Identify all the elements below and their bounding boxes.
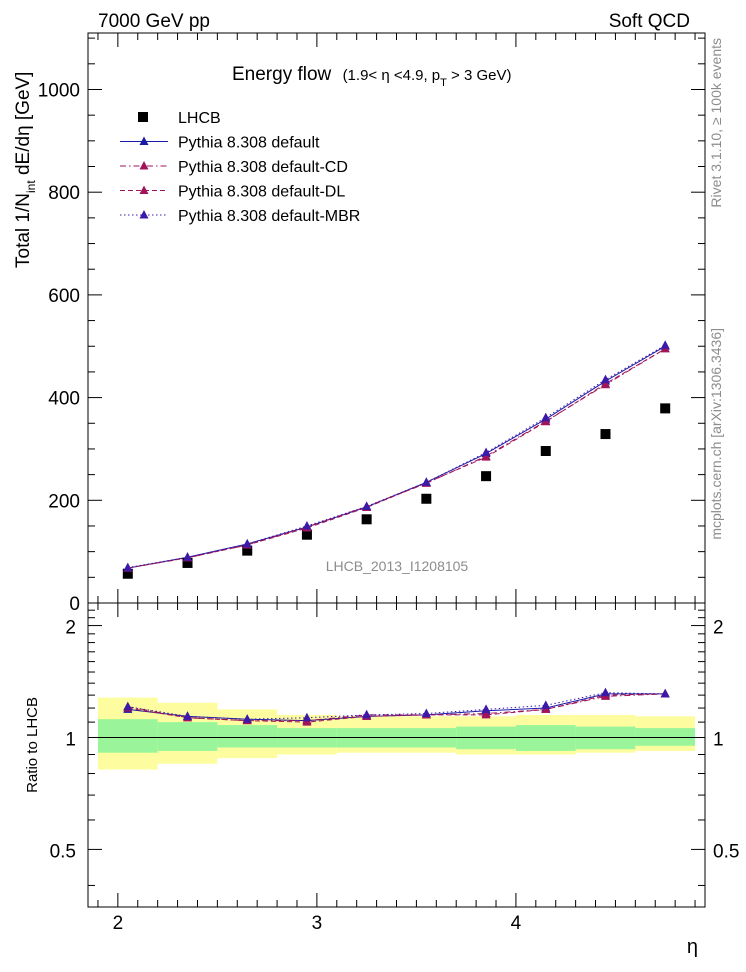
legend-label: LHCB [178,110,221,127]
y-tick-label: 1000 [38,80,80,101]
watermark: LHCB_2013_I1208105 [326,558,469,574]
ratio-data-point-triangle [660,688,670,698]
main-series-markers [122,340,671,579]
ratio-series-lines [127,692,666,723]
ratio-y-tick-label: 2 [65,618,76,639]
y-tick-label: 400 [48,389,80,410]
ratio-data-point-triangle [242,714,252,723]
ratio-series-line [127,693,666,722]
x-tick-label: 3 [312,913,323,934]
title-note-end: > 3 GeV) [447,67,512,84]
legend-label: Pythia 8.308 default-MBR [178,208,360,225]
ratio-y-tick-label-right: 0.5 [713,841,739,862]
ratio-data-point-triangle [600,687,610,697]
uncertainty-bands [97,697,696,770]
data-point-triangle [541,412,551,422]
data-point-square [242,545,253,556]
series-line [127,345,666,569]
band-green [157,722,218,751]
legend-label: Pythia 8.308 default [178,135,320,152]
data-point-triangle [421,477,431,486]
data-point-square [182,557,193,568]
legend: LHCB Pythia 8.308 default Pythia 8.308 def… [120,110,360,225]
data-point-triangle [600,374,610,384]
ratio-data-point-triangle [541,700,551,709]
main-series-lines [127,344,666,569]
data-point-triangle [302,520,312,530]
ratio-y-tick-label: 1 [65,729,76,750]
x-tick-label: 4 [511,913,522,934]
side-text-rivet: Rivet 3.1.10, ≥ 100k events [708,38,724,208]
main-x-axis [97,33,696,603]
ratio-y-axis: 0.5 0.5 1 1 2 2 [50,609,739,886]
band-green [217,725,278,748]
data-point-triangle [481,452,491,461]
data-point-triangle [123,562,133,572]
ratio-y-axis-label: Ratio to LHCB [24,697,41,793]
legend-label: Pythia 8.308 default-CD [178,159,348,176]
data-point-triangle [183,552,193,561]
y-tick-label: 600 [48,286,80,307]
title-note-sub: T [440,77,447,89]
ylabel-end: dE/dη [GeV] [13,72,34,181]
y-tick-label: 200 [48,491,80,512]
ratio-plot-panel: 0.5 0.5 1 1 2 2 2 3 4 Ratio to LHCB η [24,602,739,958]
ratio-data-point-triangle [302,712,312,722]
ratio-data-point-triangle [362,709,372,719]
ratio-data-point-triangle [481,709,491,719]
ratio-series-line [127,693,666,723]
data-point-square [600,429,611,440]
legend-marker-triangle [139,210,149,219]
ratio-y-tick-label-right: 2 [713,618,724,639]
series-line [127,348,666,569]
ratio-data-point-triangle [302,717,312,726]
band-green [635,728,696,746]
side-text-mcplots: mcplots.cern.ch [arXiv:1306.3436] [708,328,724,540]
x-axis-label: η [687,936,698,958]
data-point-triangle [242,538,252,548]
main-plot-panel: 0 200 400 600 800 1000 LHCB_2013_I1208105 Ene… [13,32,706,615]
legend-label: Pythia 8.308 default-DL [178,184,345,201]
legend-marker-triangle [139,185,149,194]
x-tick-label: 2 [113,913,124,934]
band-green [97,719,158,753]
ylabel-sub: int [24,180,38,193]
data-point-square [361,514,372,525]
ratio-x-axis: 2 3 4 [97,603,696,934]
legend-marker-triangle [139,161,149,170]
y-axis-label: Total 1/Nint dE/dη [GeV] [13,72,38,268]
ratio-data-point-triangle [481,704,491,713]
data-point-triangle [481,447,491,457]
y-tick-label: 800 [48,183,80,204]
data-point-triangle [660,340,670,349]
ratio-series-markers [123,687,670,726]
ratio-y-tick-label-right: 1 [713,729,724,750]
ylabel-main: Total 1/N [13,193,34,268]
header-left: 7000 GeV pp [98,11,210,32]
data-point-square [301,529,312,540]
series-line [127,344,666,569]
ratio-data-point-triangle [421,708,431,718]
header-right: Soft QCD [609,11,690,32]
title-note: (1.9< η <4.9, p [343,67,441,84]
series-line [127,348,666,569]
data-point-triangle [362,501,372,510]
title-main: Energy flow [232,64,332,85]
ratio-data-point-triangle [123,701,133,711]
band-green [515,725,576,751]
y-tick-label: 0 [69,594,80,615]
main-y-axis: 0 200 400 600 800 1000 [38,37,705,615]
data-point-square [421,493,432,504]
data-point-square [481,471,492,482]
ratio-y-tick-label: 0.5 [50,841,76,862]
data-point-square [540,446,551,456]
data-point-square [660,403,671,414]
plot-title: Energy flow (1.9< η <4.9, pT > 3 GeV) [232,64,512,89]
ratio-data-point-triangle [183,711,193,720]
legend-marker-square [138,112,148,122]
legend-marker-triangle [139,136,149,145]
data-point-square [122,568,133,579]
